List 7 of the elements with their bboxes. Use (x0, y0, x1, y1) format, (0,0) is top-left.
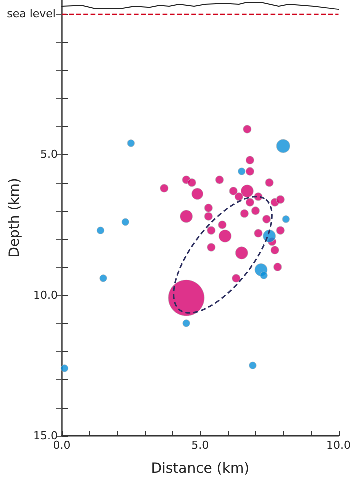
x-tick-label: 5.0 (192, 439, 210, 452)
x-tick-label: 10.0 (326, 439, 352, 452)
x-axis-title: Distance (km) (151, 461, 250, 477)
ref-line-label: sea level (7, 8, 56, 21)
y-tick-label: 5.0 (40, 148, 58, 162)
y-axis-title: Depth (km) (7, 178, 23, 258)
y-tick-label: 10.0 (34, 288, 58, 302)
